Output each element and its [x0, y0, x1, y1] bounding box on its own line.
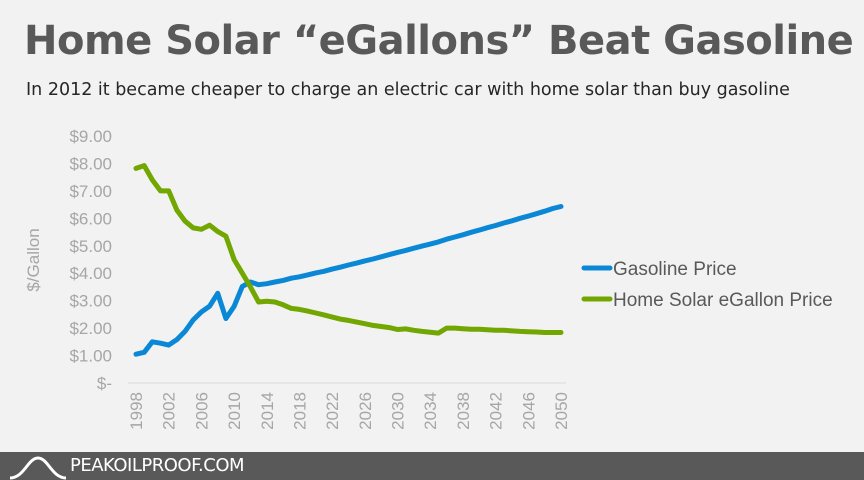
x-tick-label: 2046 [519, 392, 538, 430]
y-tick-label: $5.00 [69, 237, 112, 256]
y-tick-label: $2.00 [69, 319, 112, 338]
x-tick-label: 2014 [258, 392, 277, 430]
x-tick-label: 2034 [421, 392, 440, 430]
y-tick-label: $8.00 [69, 154, 112, 173]
y-tick-label: $7.00 [69, 182, 112, 201]
x-tick-label: 2022 [323, 392, 342, 430]
x-tick-label: 2030 [389, 392, 408, 430]
x-tick-label: 2026 [356, 392, 375, 430]
footer-brand: PEAKOILPROOF.COM [70, 455, 245, 476]
legend-label: Home Solar eGallon Price [613, 290, 833, 311]
x-tick-label: 2038 [454, 392, 473, 430]
y-axis-label: $/Gallon [24, 228, 43, 291]
mountain-curve-icon [9, 456, 67, 480]
x-tick-label: 2002 [160, 392, 179, 430]
y-tick-label: $- [97, 374, 112, 393]
chart-subtitle: In 2012 it became cheaper to charge an e… [26, 80, 790, 100]
x-tick-label: 2010 [225, 392, 244, 430]
chart-title: Home Solar “eGallons” Beat Gasoline [24, 18, 854, 64]
series-line-0 [133, 204, 564, 357]
line-chart: $- $1.00 $2.00 $3.00 $4.00 $5.00 $6.00 $7.00 $8.… [24, 127, 833, 430]
series-line-1 [133, 163, 564, 336]
y-tick-label: $4.00 [69, 264, 112, 283]
y-tick-label: $6.00 [69, 209, 112, 228]
x-tick-label: 2050 [552, 392, 571, 430]
y-tick-label: $3.00 [69, 292, 112, 311]
y-tick-label: $1.00 [69, 347, 112, 366]
x-tick-label: 2018 [290, 392, 309, 430]
legend-label: Gasoline Price [613, 259, 737, 280]
footer-bar: PEAKOILPROOF.COM [0, 452, 864, 480]
x-tick-label: 2006 [192, 392, 211, 430]
y-tick-label: $9.00 [69, 127, 112, 146]
x-tick-label: 1998 [127, 392, 146, 430]
x-tick-label: 2042 [487, 392, 506, 430]
